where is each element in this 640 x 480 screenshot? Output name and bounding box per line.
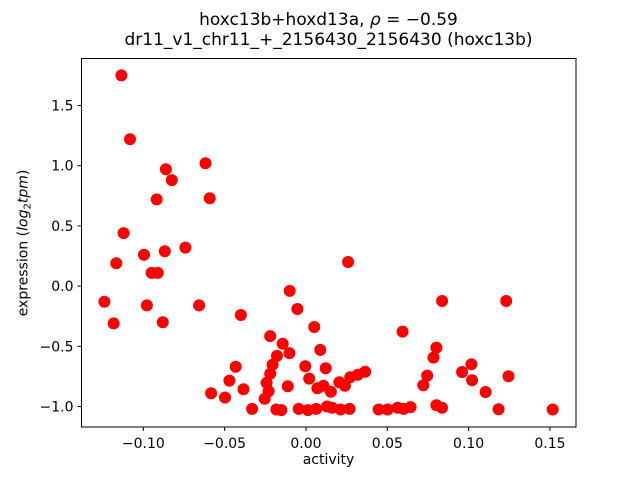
y-tick-label: 1.0 bbox=[51, 159, 73, 175]
data-point bbox=[110, 257, 123, 270]
data-point bbox=[117, 227, 130, 240]
data-point bbox=[417, 379, 430, 392]
data-point bbox=[479, 386, 492, 398]
y-axis-label: expression (log2tpm) bbox=[15, 169, 34, 316]
data-point bbox=[283, 284, 296, 297]
data-point bbox=[203, 192, 216, 205]
chart-title: hoxc13b+hoxd13a, ρ = −0.59 dr11_v1_chr11… bbox=[81, 10, 576, 50]
data-point bbox=[275, 404, 288, 417]
data-point bbox=[492, 403, 505, 416]
data-point bbox=[404, 401, 417, 414]
data-point bbox=[199, 157, 212, 170]
y-axis-label-container: expression (log2tpm) bbox=[0, 58, 48, 427]
x-tick-label: −0.05 bbox=[203, 436, 246, 452]
data-point bbox=[159, 163, 172, 176]
data-point bbox=[319, 362, 332, 375]
data-point bbox=[151, 266, 164, 279]
data-point bbox=[219, 391, 231, 404]
title-gene-pair: hoxc13b+hoxd13a, bbox=[199, 10, 370, 30]
data-point bbox=[281, 380, 294, 393]
data-point bbox=[258, 392, 271, 405]
y-tick-label: −0.5 bbox=[40, 339, 74, 355]
data-point bbox=[359, 365, 372, 378]
x-axis-label: activity bbox=[302, 452, 355, 468]
data-point bbox=[430, 341, 443, 354]
data-point bbox=[124, 133, 136, 146]
x-tick-label: 0.10 bbox=[453, 436, 484, 452]
data-point bbox=[276, 337, 289, 350]
data-point bbox=[107, 317, 120, 330]
data-point bbox=[193, 299, 206, 312]
data-point bbox=[343, 402, 356, 415]
y-tick-label: 1.5 bbox=[51, 98, 73, 114]
data-point bbox=[314, 343, 327, 356]
data-point bbox=[500, 295, 513, 307]
y-tick-label: 0.5 bbox=[51, 219, 73, 235]
data-point bbox=[98, 295, 111, 308]
axes-frame bbox=[81, 58, 577, 428]
data-point bbox=[466, 374, 479, 387]
data-point bbox=[303, 372, 316, 385]
data-point bbox=[165, 174, 178, 187]
data-point bbox=[138, 248, 150, 261]
data-point bbox=[223, 374, 236, 387]
x-tick-label: 0.00 bbox=[290, 436, 321, 452]
data-point bbox=[229, 360, 242, 373]
data-point bbox=[246, 402, 259, 415]
data-point bbox=[234, 309, 247, 321]
data-point bbox=[264, 367, 277, 380]
data-point bbox=[179, 241, 192, 254]
data-point bbox=[502, 370, 515, 383]
x-tick-label: 0.05 bbox=[372, 436, 403, 452]
data-point bbox=[436, 401, 448, 414]
data-point bbox=[291, 303, 304, 315]
data-point bbox=[299, 360, 312, 373]
data-point bbox=[427, 351, 440, 364]
data-point bbox=[292, 402, 305, 415]
data-point bbox=[308, 321, 321, 333]
x-tick-label: 0.15 bbox=[534, 436, 565, 452]
data-point bbox=[421, 369, 434, 382]
data-point bbox=[156, 316, 169, 329]
title-rho-value: = −0.59 bbox=[380, 10, 458, 30]
y-tick-label: 0.0 bbox=[51, 279, 73, 295]
title-rho-symbol: ρ bbox=[369, 10, 381, 30]
data-point bbox=[237, 383, 250, 396]
data-point bbox=[342, 256, 355, 268]
data-point bbox=[396, 325, 409, 338]
data-point bbox=[266, 358, 279, 371]
data-point bbox=[436, 295, 449, 307]
data-point bbox=[456, 366, 469, 378]
data-point bbox=[546, 403, 559, 416]
y-tick-label: −1.0 bbox=[40, 400, 74, 416]
data-point bbox=[205, 387, 218, 400]
data-point bbox=[150, 193, 163, 206]
data-point bbox=[283, 347, 296, 360]
data-point bbox=[465, 358, 478, 371]
x-tick-label: −0.10 bbox=[122, 436, 165, 452]
data-point bbox=[158, 245, 171, 258]
data-point bbox=[334, 403, 347, 416]
data-point bbox=[381, 403, 394, 416]
title-line-1: hoxc13b+hoxd13a, ρ = −0.59 bbox=[81, 10, 576, 30]
title-line-2: dr11_v1_chr11_+_2156430_2156430 (hoxc13b… bbox=[124, 30, 533, 50]
data-point bbox=[115, 69, 128, 82]
data-point bbox=[140, 299, 153, 312]
data-point bbox=[372, 403, 385, 416]
data-point bbox=[324, 385, 337, 398]
data-point bbox=[310, 402, 323, 415]
data-point bbox=[264, 330, 277, 343]
